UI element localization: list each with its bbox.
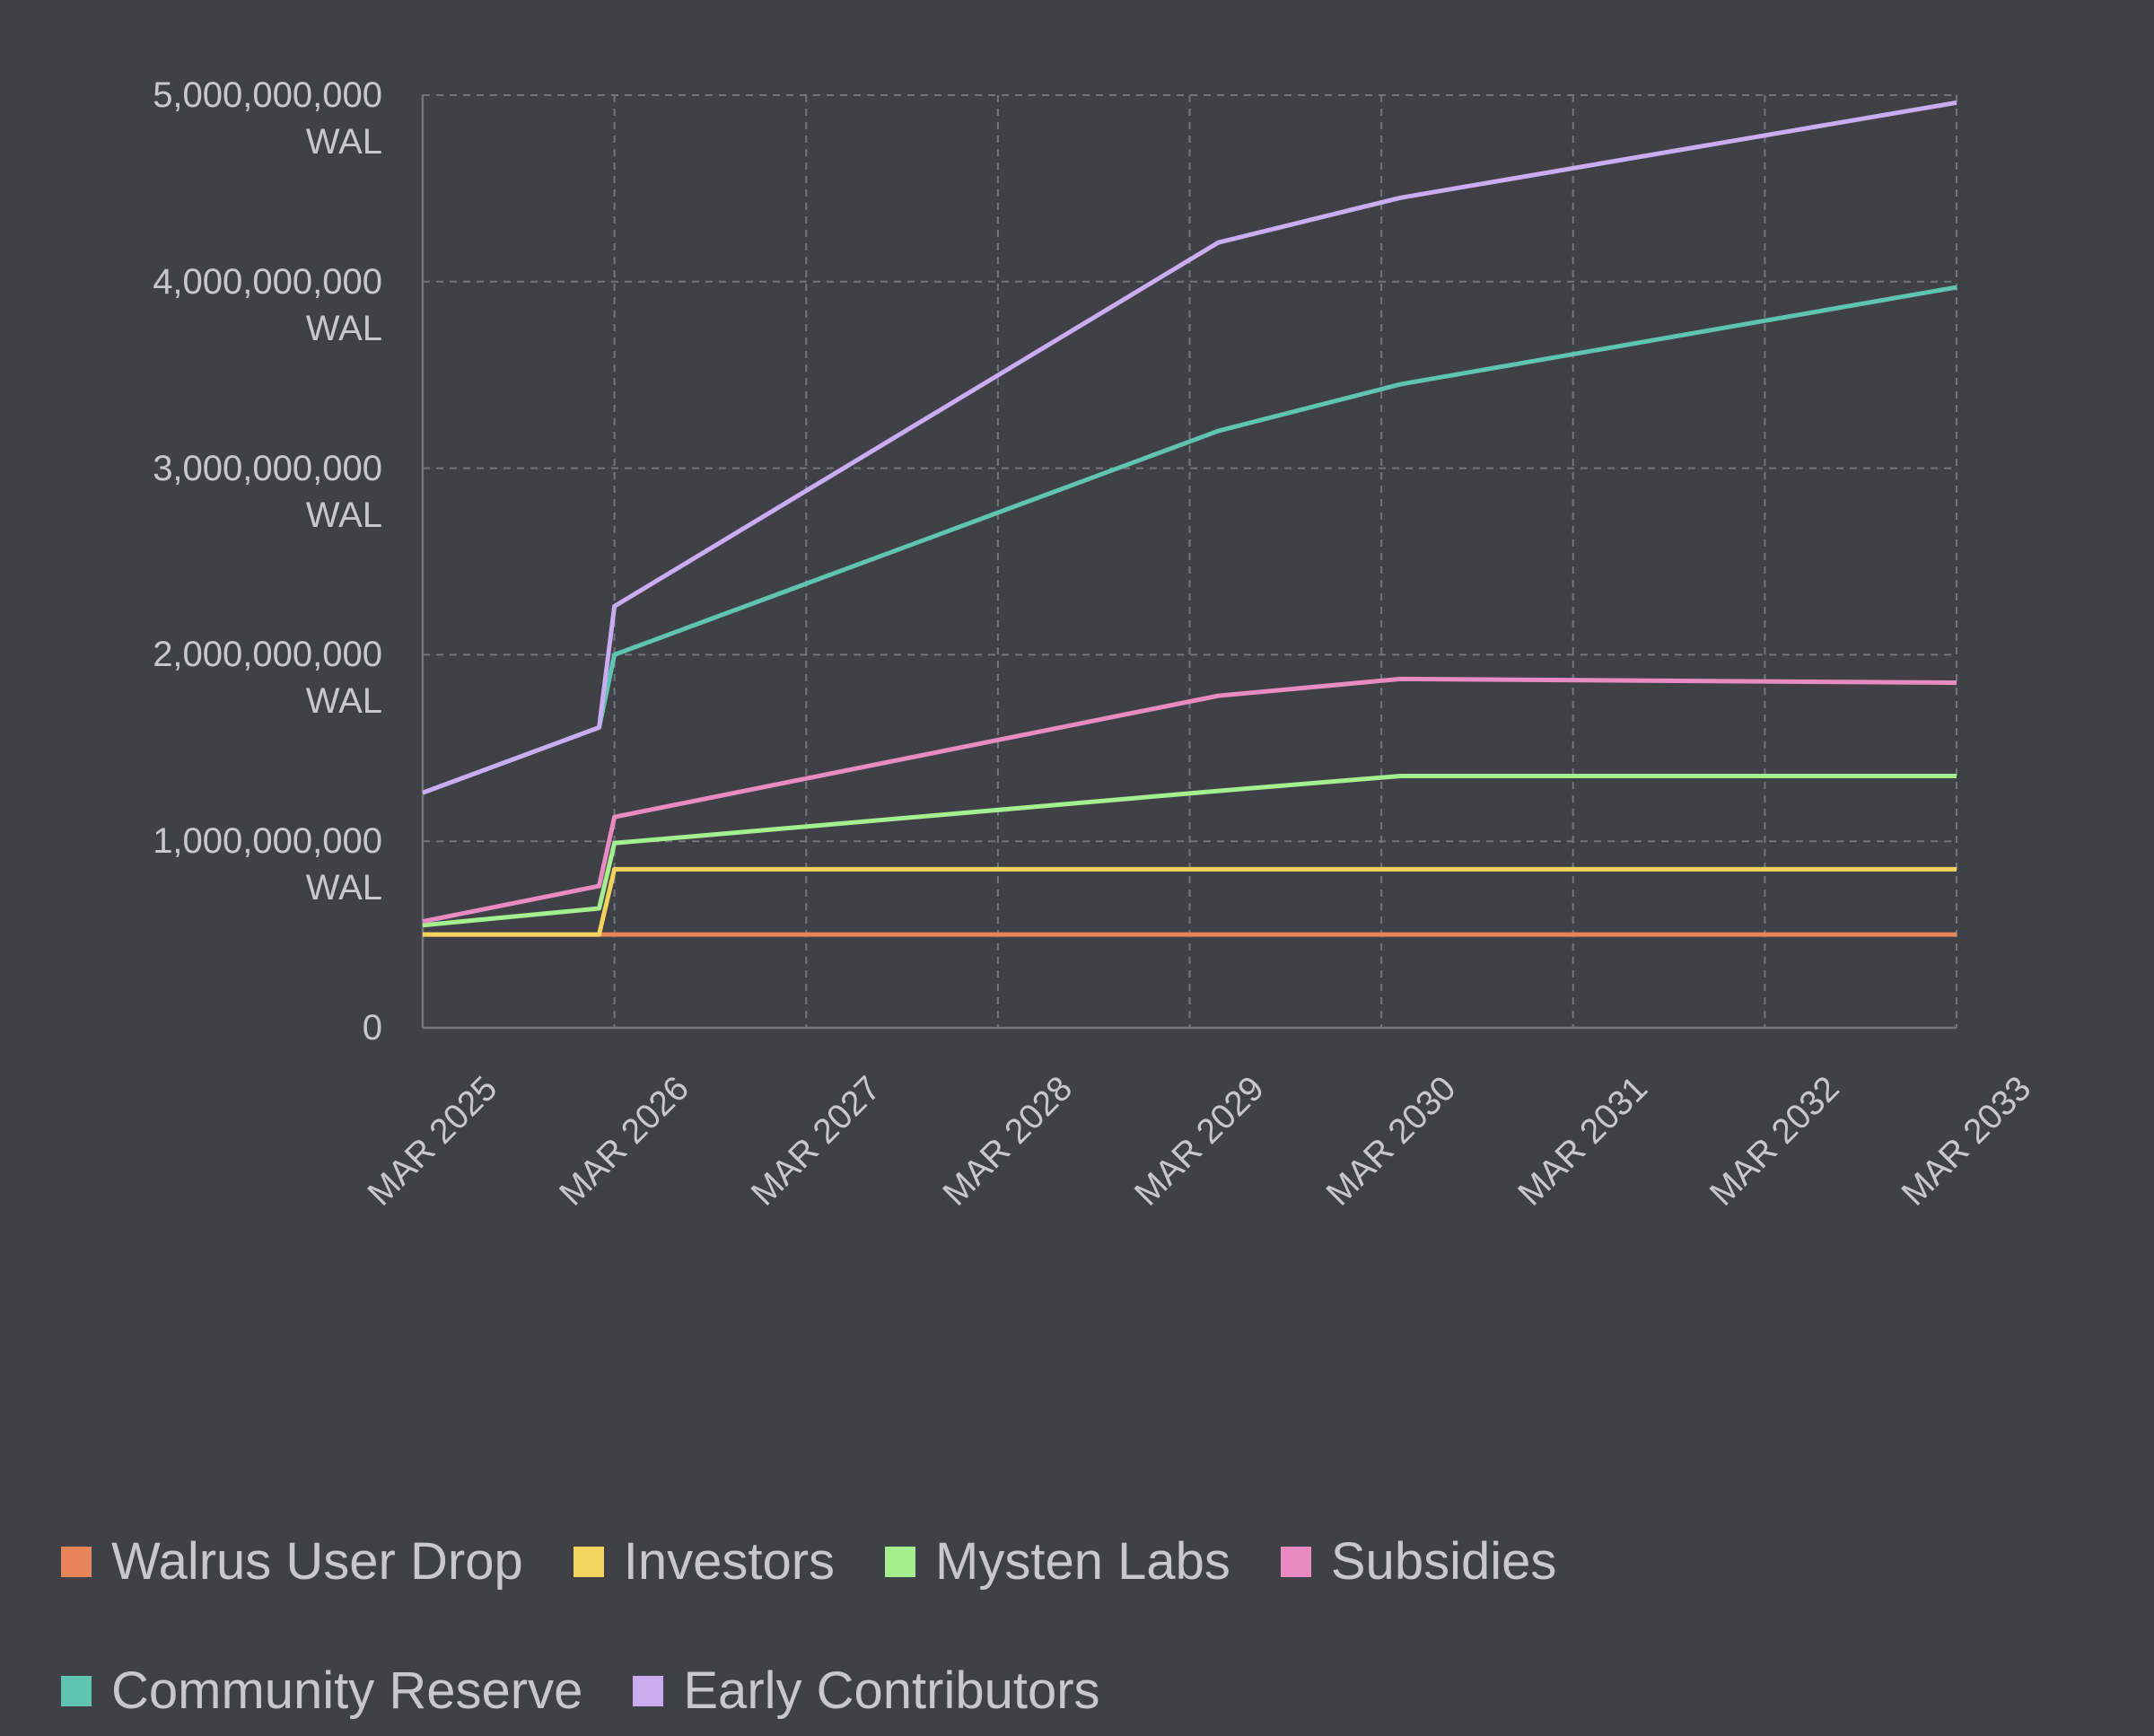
series-line bbox=[422, 676, 1957, 925]
legend-swatch bbox=[885, 1547, 916, 1577]
y-tick-label: 2,000,000,000 WAL bbox=[153, 635, 382, 722]
x-tick-label: MAR 2029 bbox=[1127, 1069, 1272, 1214]
legend-item: Investors bbox=[573, 1532, 836, 1591]
legend-swatch bbox=[633, 1676, 664, 1706]
y-tick-label: 0 bbox=[362, 1008, 382, 1048]
x-tick-label: MAR 2027 bbox=[744, 1069, 889, 1214]
x-tick-label: MAR 2032 bbox=[1703, 1069, 1847, 1214]
legend-label: Community Reserve bbox=[111, 1661, 583, 1720]
x-tick-label: MAR 2026 bbox=[552, 1069, 696, 1214]
legend-item: Community Reserve bbox=[61, 1664, 582, 1718]
legend-swatch bbox=[1280, 1547, 1311, 1577]
y-tick-label: 5,000,000,000 WAL bbox=[153, 75, 382, 162]
x-tick-label: MAR 2025 bbox=[361, 1069, 505, 1214]
x-tick-label: MAR 2031 bbox=[1510, 1069, 1655, 1214]
legend-item: Early Contributors bbox=[633, 1661, 1100, 1720]
y-tick-label: 3,000,000,000 WAL bbox=[153, 448, 382, 535]
x-tick-label: MAR 2028 bbox=[936, 1069, 1081, 1214]
legend-swatch bbox=[61, 1676, 92, 1706]
legend-label: Walrus User Drop bbox=[111, 1532, 523, 1591]
series-line bbox=[423, 866, 1957, 937]
legend-item: Subsidies bbox=[1280, 1532, 1557, 1591]
y-tick-label: 1,000,000,000 WAL bbox=[153, 821, 382, 908]
legend-label: Investors bbox=[623, 1532, 836, 1591]
series-line bbox=[422, 100, 1957, 795]
series-line bbox=[422, 773, 1957, 928]
legend-item: Mysten Labs bbox=[885, 1535, 1230, 1589]
x-tick-label: MAR 2030 bbox=[1319, 1069, 1464, 1214]
legend-label: Mysten Labs bbox=[935, 1532, 1230, 1591]
legend-item: Walrus User Drop bbox=[61, 1535, 523, 1589]
legend-swatch bbox=[573, 1547, 604, 1577]
legend-swatch bbox=[61, 1547, 92, 1577]
legend-label: Early Contributors bbox=[683, 1661, 1100, 1720]
legend: Walrus User Drop Investors Mysten Labs Subs… bbox=[61, 1535, 1766, 1718]
y-tick-label: 4,000,000,000 WAL bbox=[153, 261, 382, 348]
legend-label: Subsidies bbox=[1330, 1532, 1557, 1591]
x-tick-label: MAR 2033 bbox=[1895, 1069, 2039, 1214]
